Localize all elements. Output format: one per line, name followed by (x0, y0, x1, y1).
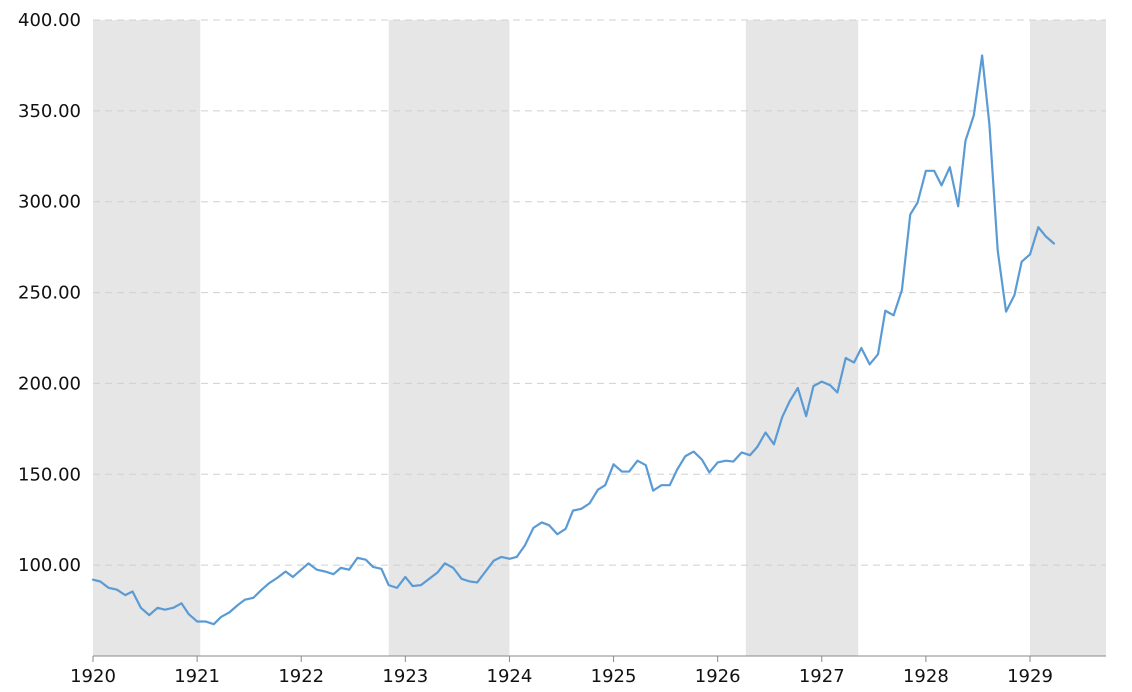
series-group (91, 54, 1056, 626)
gridlines (93, 19, 1106, 566)
axes (92, 655, 1106, 662)
x-tick-label-4: 1924 (487, 666, 533, 687)
shaded-period-3 (1030, 20, 1106, 656)
y-tick-label-1: 150.00 (18, 464, 81, 485)
shaded-periods (93, 20, 1106, 656)
y-tick-label-2: 200.00 (18, 373, 81, 394)
x-tick-label-8: 1928 (903, 666, 949, 687)
y-tick-label-6: 400.00 (18, 10, 81, 31)
y-tick-label-0: 100.00 (18, 555, 81, 576)
shaded-period-1 (388, 20, 510, 656)
x-tick-label-1: 1921 (174, 666, 220, 687)
x-tick-label-0: 1920 (70, 666, 116, 687)
x-tick-label-7: 1927 (799, 666, 845, 687)
y-tick-label-3: 250.00 (18, 283, 81, 304)
shaded-period-2 (745, 20, 859, 656)
series-line-0 (91, 54, 1056, 626)
x-tick-label-9: 1929 (1007, 666, 1053, 687)
tick-labels: 100.00 150.00 200.00 250.00 300.00 350.00 400.… (18, 10, 1053, 687)
x-tick-label-6: 1926 (695, 666, 741, 687)
x-tick-label-3: 1923 (382, 666, 428, 687)
x-tick-label-5: 1925 (591, 666, 637, 687)
x-tick-label-2: 1922 (278, 666, 324, 687)
y-tick-label-4: 300.00 (18, 192, 81, 213)
y-tick-label-5: 350.00 (18, 101, 81, 122)
shaded-period-0 (93, 20, 201, 656)
